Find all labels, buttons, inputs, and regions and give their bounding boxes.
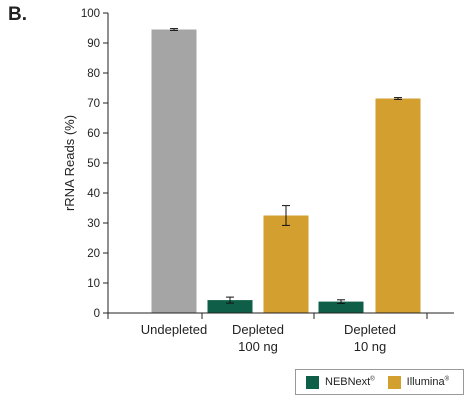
y-tick-label-60: 60 xyxy=(87,128,100,140)
bar-chart: 0 10 20 30 40 50 60 70 80 90 100 rRNA Reads (%) Unde… xyxy=(62,8,454,354)
bar-nebnext-1 xyxy=(207,300,253,313)
bar-illumina-1 xyxy=(263,215,309,313)
legend-item-illumina: Illumina® xyxy=(387,375,449,389)
legend-label-nebnext: NEBNext® xyxy=(325,376,375,388)
x-category-label-1-0: Depleted xyxy=(232,322,284,337)
x-category-label-2-1: 10 ng xyxy=(354,339,387,354)
y-tick-label-70: 70 xyxy=(87,98,100,110)
y-tick-label-40: 40 xyxy=(87,188,100,200)
legend-swatch-illumina xyxy=(387,375,401,389)
panel-label: B. xyxy=(8,4,27,25)
legend-item-nebnext: NEBNext® xyxy=(306,375,375,389)
y-tick-label-100: 100 xyxy=(81,8,100,20)
legend-swatch-nebnext xyxy=(306,375,319,389)
chart-legend: NEBNext® Illumina® xyxy=(295,369,464,395)
bar-undepleted-0 xyxy=(151,29,197,313)
y-tick-label-0: 0 xyxy=(94,308,100,320)
y-tick-label-20: 20 xyxy=(87,248,100,260)
x-category-label-2-0: Depleted xyxy=(344,322,396,337)
x-category-label-1-1: 100 ng xyxy=(238,339,278,354)
y-tick-label-30: 30 xyxy=(87,218,100,230)
y-axis-title: rRNA Reads (%) xyxy=(62,115,77,211)
y-tick-label-50: 50 xyxy=(87,158,100,170)
x-category-label-0-0: Undepleted xyxy=(141,322,208,337)
y-tick-label-10: 10 xyxy=(87,278,100,290)
y-tick-label-90: 90 xyxy=(87,38,100,50)
bar-illumina-2 xyxy=(375,98,421,313)
y-tick-label-80: 80 xyxy=(87,68,100,80)
legend-label-illumina: Illumina® xyxy=(406,376,449,388)
bar-nebnext-2 xyxy=(318,301,364,313)
